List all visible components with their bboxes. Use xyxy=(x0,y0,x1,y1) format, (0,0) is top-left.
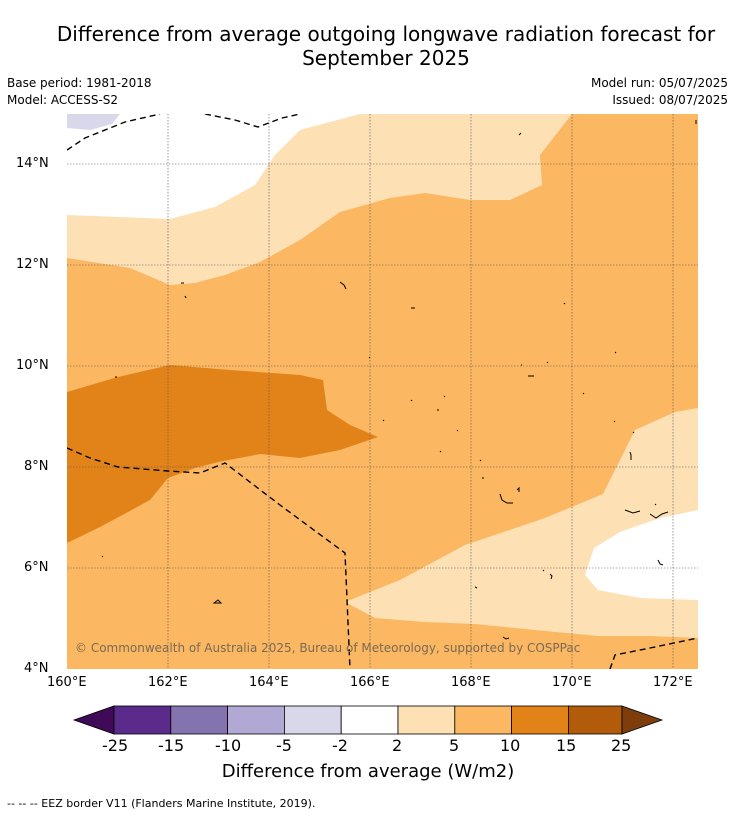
meta-left: Base period: 1981-2018 Model: ACCESS-S2 xyxy=(7,75,152,109)
colorbar-low-extension xyxy=(72,705,115,735)
issued-date: Issued: 08/07/2025 xyxy=(612,93,728,107)
colorbar-segment xyxy=(454,705,512,735)
colorbar-segment xyxy=(227,705,285,735)
colorbar-segment xyxy=(511,705,569,735)
model-run: Model run: 05/07/2025 xyxy=(590,76,728,90)
colorbar-segment xyxy=(397,705,456,735)
lon-tick: 162°E xyxy=(148,675,188,690)
colorbar-segment xyxy=(340,705,399,735)
colorbar-tick: -2 xyxy=(332,736,348,755)
colorbar-tick: -15 xyxy=(158,736,185,755)
island-outlines xyxy=(101,120,697,640)
meta-right: Model run: 05/07/2025 Issued: 08/07/2025 xyxy=(591,75,728,109)
model-name: Model: ACCESS-S2 xyxy=(7,93,119,107)
page-title: Difference from average outgoing longwav… xyxy=(0,22,736,70)
lat-tick: 6°N xyxy=(24,560,49,575)
lon-tick: 172°E xyxy=(653,675,693,690)
colorbar-title: Difference from average (W/m2) xyxy=(221,761,515,782)
colorbar-tick: -25 xyxy=(102,736,129,755)
lat-tick: 14°N xyxy=(16,156,49,171)
colorbar-tick: -10 xyxy=(215,736,242,755)
anomaly-band-neutral-north xyxy=(67,114,360,219)
lat-tick: 10°N xyxy=(16,358,49,373)
base-period: Base period: 1981-2018 xyxy=(7,76,152,90)
lat-tick: 4°N xyxy=(24,661,49,676)
lon-tick: 166°E xyxy=(350,675,390,690)
lat-tick: 8°N xyxy=(24,459,49,474)
lon-tick: 168°E xyxy=(451,675,491,690)
colorbar-segment xyxy=(170,705,229,735)
lat-tick: 12°N xyxy=(16,257,49,272)
title-line-1: Difference from average outgoing longwav… xyxy=(56,22,716,46)
colorbar xyxy=(72,705,664,735)
anomaly-band-minus5-minus2 xyxy=(67,114,120,130)
copyright-notice: © Commonwealth of Australia 2025, Bureau… xyxy=(75,641,581,655)
colorbar-segment xyxy=(283,705,342,735)
colorbar-segment xyxy=(113,705,172,735)
colorbar-tick: -5 xyxy=(276,736,292,755)
colorbar-tick: 2 xyxy=(392,736,403,755)
lon-tick: 160°E xyxy=(47,675,87,690)
lon-tick: 170°E xyxy=(552,675,592,690)
colorbar-tick: 10 xyxy=(500,736,521,755)
lon-tick: 164°E xyxy=(249,675,289,690)
anomaly-band-neutral-south xyxy=(585,510,698,600)
colorbar-segment xyxy=(568,705,623,735)
title-line-2: September 2025 xyxy=(302,46,470,70)
footnote: -- -- -- EEZ border V11 (Flanders Marine… xyxy=(7,797,316,810)
anomaly-band-10-15 xyxy=(67,365,378,543)
colorbar-tick: 15 xyxy=(556,736,577,755)
colorbar-tick: 5 xyxy=(449,736,460,755)
gridlines xyxy=(67,114,698,669)
eez-borders xyxy=(67,114,698,669)
colorbar-high-extension xyxy=(621,705,664,735)
colorbar-tick: 25 xyxy=(611,736,632,755)
